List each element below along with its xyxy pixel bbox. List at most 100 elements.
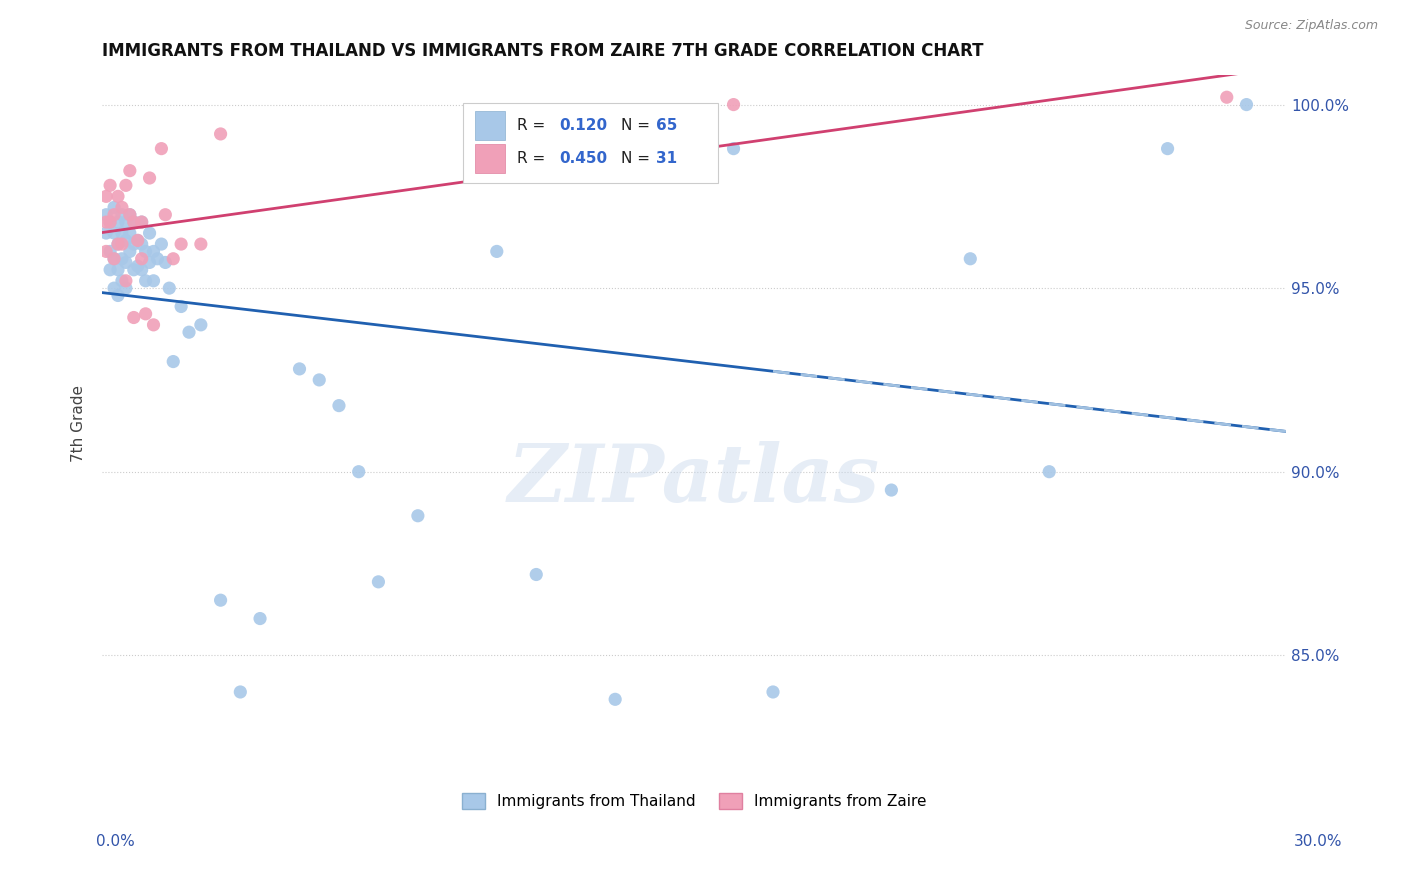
Point [209,593,232,607]
Point [157,281,180,295]
Bar [475,111,505,140]
Point [229,685,252,699]
Point [131,215,153,229]
Point [115,274,138,288]
Point [162,354,184,368]
Point [131,237,153,252]
Text: R =: R = [516,151,550,166]
Point [122,215,145,229]
Point [190,237,212,252]
Point [96,208,118,222]
Point [288,362,311,376]
Point [142,274,165,288]
Point [111,226,134,240]
Point [138,171,160,186]
Point [485,244,508,259]
Point [107,237,129,252]
Point [96,226,118,240]
Y-axis label: 7th Grade: 7th Grade [72,385,86,462]
Point [723,142,745,156]
Point [103,252,125,266]
Point [98,215,121,229]
Point [142,244,165,259]
Point [103,208,125,222]
Point [122,215,145,229]
Text: 30.0%: 30.0% [1295,834,1343,848]
Point [122,310,145,325]
Point [107,215,129,229]
Point [135,307,157,321]
Point [150,142,173,156]
Point [170,237,193,252]
Point [96,244,118,259]
Point [209,127,232,141]
Text: Source: ZipAtlas.com: Source: ZipAtlas.com [1244,19,1378,31]
Point [98,178,121,193]
Point [367,574,389,589]
Point [127,234,149,248]
Point [142,318,165,332]
Point [138,226,160,240]
Text: N =: N = [620,118,650,133]
Point [155,208,177,222]
Point [103,281,125,295]
Point [111,252,134,266]
Point [880,483,903,497]
Point [347,465,370,479]
Point [107,237,129,252]
Point [249,611,271,625]
Point [190,318,212,332]
Point [111,274,134,288]
Point [127,259,149,273]
Point [131,252,153,266]
Point [103,252,125,266]
Point [115,281,138,295]
Point [1216,90,1239,104]
Point [150,237,173,252]
Text: R =: R = [516,118,550,133]
Point [1156,142,1178,156]
Point [1038,465,1060,479]
Text: N =: N = [620,151,650,166]
Point [762,685,785,699]
Point [111,237,134,252]
Point [118,163,141,178]
Point [103,226,125,240]
Point [107,288,129,302]
Text: 65: 65 [657,118,678,133]
Point [138,255,160,269]
Point [98,215,121,229]
Legend: Immigrants from Thailand, Immigrants from Zaire: Immigrants from Thailand, Immigrants fro… [456,787,932,815]
Point [1236,97,1258,112]
Point [98,244,121,259]
FancyBboxPatch shape [463,103,717,184]
Point [115,215,138,229]
Point [723,97,745,112]
Point [96,215,118,229]
Point [328,399,350,413]
Point [115,178,138,193]
Point [122,237,145,252]
Point [118,244,141,259]
Point [127,234,149,248]
Point [115,255,138,269]
Point [308,373,330,387]
Point [118,208,141,222]
Bar [475,144,505,173]
Point [170,300,193,314]
Point [107,262,129,277]
Point [406,508,429,523]
Point [959,252,981,266]
Point [96,189,118,203]
Point [135,274,157,288]
Text: 0.0%: 0.0% [96,834,135,848]
Text: 0.450: 0.450 [560,151,607,166]
Point [107,189,129,203]
Point [155,255,177,269]
Point [131,262,153,277]
Text: ZIPatlas: ZIPatlas [508,441,880,518]
Text: 31: 31 [657,151,678,166]
Point [605,692,627,706]
Text: 0.120: 0.120 [560,118,607,133]
Point [103,200,125,214]
